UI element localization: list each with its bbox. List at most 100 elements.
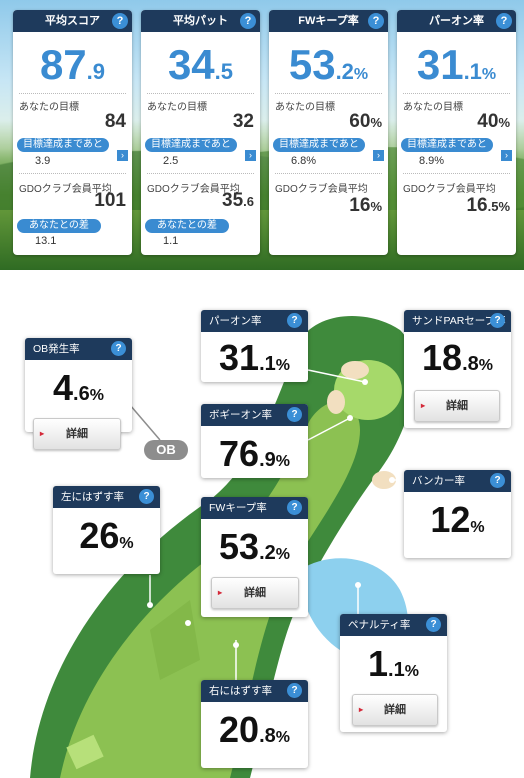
detail-button[interactable]: ▸ 詳細 [414, 390, 500, 422]
card-title: ペナルティ率 [348, 619, 411, 631]
card-title: 左にはずす率 [61, 491, 124, 503]
help-icon[interactable]: ? [112, 13, 128, 29]
chevron-right-icon[interactable]: › [373, 150, 384, 161]
help-icon[interactable]: ? [490, 313, 505, 328]
gap-value: 3.9 [35, 155, 51, 167]
stat-card-right-miss: 右にはずす率? 20.8% [201, 680, 308, 768]
divider [147, 173, 254, 174]
help-icon[interactable]: ? [287, 313, 302, 328]
stat-main-value: 53.2% [288, 41, 369, 88]
target-value: 32 [232, 111, 254, 132]
help-icon[interactable]: ? [287, 407, 302, 422]
chevron-right-icon[interactable]: › [501, 150, 512, 161]
card-title: ボギーオン率 [209, 409, 272, 421]
gap-pill: 目標達成まであと [17, 138, 109, 152]
help-icon[interactable]: ? [240, 13, 256, 29]
tee-box [66, 734, 104, 770]
bunker-area [372, 471, 396, 489]
gap-value: 8.9% [419, 155, 445, 167]
bunker-area [341, 361, 369, 379]
avg-value: 16.5% [466, 195, 510, 216]
diff-pill: あなたとの差 [17, 219, 101, 233]
stat-card-par-on-rate: パーオン率? 31.1% [201, 310, 308, 382]
avg-label: GDOクラブ会員平均 [19, 184, 112, 195]
stat-card-header: 平均スコア? [13, 10, 132, 32]
stat-value: 4.6% [53, 367, 104, 408]
diff-value: 13.1 [35, 235, 57, 247]
stat-value: 12% [430, 499, 485, 540]
chevron-right-icon[interactable]: › [117, 150, 128, 161]
stat-value: 1.1% [368, 643, 419, 684]
divider [403, 93, 510, 94]
stat-main-value: 34.5 [167, 41, 234, 88]
target-label: あなたの目標 [403, 102, 463, 113]
card-title: バンカー率 [412, 475, 466, 487]
card-header: 右にはずす率? [201, 680, 308, 702]
avg-label: GDOクラブ会員平均 [275, 184, 368, 195]
stat-main-value: 31.1% [416, 41, 497, 88]
stat-card-title: 平均スコア [45, 15, 100, 27]
stat-value: 26% [79, 515, 134, 556]
arrow-right-icon: ▸ [359, 705, 364, 714]
help-icon[interactable]: ? [496, 13, 512, 29]
card-header: OB発生率? [25, 338, 132, 360]
arrow-right-icon: ▸ [40, 429, 45, 438]
avg-value: 16% [349, 195, 382, 216]
stat-value: 53.2% [219, 526, 290, 567]
help-icon[interactable]: ? [287, 683, 302, 698]
stat-card-par-on: パーオン率? 31.1% あなたの目標 40% 目標達成まであと › 8.9% … [397, 10, 516, 255]
divider [147, 93, 254, 94]
stat-card-sand-par-save: サンドPARセーブ率? 18.8% ▸ 詳細 [404, 310, 511, 428]
card-header: バンカー率? [404, 470, 511, 492]
detail-button[interactable]: ▸ 詳細 [211, 577, 299, 609]
chevron-right-icon[interactable]: › [245, 150, 256, 161]
help-icon[interactable]: ? [368, 13, 384, 29]
stat-card-putt: 平均パット? 34.5 あなたの目標 32 目標達成まであと › 2.5 GDO… [141, 10, 260, 255]
gap-pill: 目標達成まであと [401, 138, 493, 152]
gap-pill: 目標達成まであと [145, 138, 237, 152]
avg-label: GDOクラブ会員平均 [147, 184, 240, 195]
divider [275, 173, 382, 174]
detail-button[interactable]: ▸ 詳細 [352, 694, 438, 726]
target-value: 40% [477, 111, 510, 132]
card-title: OB発生率 [33, 343, 80, 355]
fairway-stripe [150, 600, 200, 680]
arrow-right-icon: ▸ [421, 401, 426, 410]
card-header: ボギーオン率? [201, 404, 308, 426]
stat-card-bunker-rate: バンカー率? 12% [404, 470, 511, 558]
diff-value: 1.1 [163, 235, 179, 247]
divider [403, 173, 510, 174]
help-icon[interactable]: ? [139, 489, 154, 504]
avg-label: GDOクラブ会員平均 [403, 184, 496, 195]
stat-card-penalty-rate: ペナルティ率? 1.1% ▸ 詳細 [340, 614, 447, 732]
target-value: 84 [104, 111, 126, 132]
stat-value: 20.8% [219, 709, 290, 750]
target-label: あなたの目標 [147, 102, 207, 113]
card-header: サンドPARセーブ率? [404, 310, 511, 332]
stat-card-title: FWキープ率 [298, 15, 359, 27]
stat-card-header: パーオン率? [397, 10, 516, 32]
stat-card-ob-rate: OB発生率? 4.6% ▸ 詳細 [25, 338, 132, 450]
card-header: パーオン率? [201, 310, 308, 332]
divider [275, 93, 382, 94]
stats-summary-panel: 平均スコア? 87.9 あなたの目標 84 目標達成まであと › 3.9 GDO… [0, 0, 524, 270]
stat-value: 31.1% [219, 337, 290, 378]
help-icon[interactable]: ? [426, 617, 441, 632]
help-icon[interactable]: ? [287, 500, 302, 515]
gap-value: 2.5 [163, 155, 179, 167]
stat-card-header: 平均パット? [141, 10, 260, 32]
target-label: あなたの目標 [275, 102, 335, 113]
card-header: 左にはずす率? [53, 486, 160, 508]
stat-card-score: 平均スコア? 87.9 あなたの目標 84 目標達成まであと › 3.9 GDO… [13, 10, 132, 255]
detail-button[interactable]: ▸ 詳細 [33, 418, 121, 450]
card-title: サンドPARセーブ率 [412, 315, 506, 327]
divider [19, 173, 126, 174]
stat-card-header: FWキープ率? [269, 10, 388, 32]
stat-card-fw-keep-rate: FWキープ率? 53.2% ▸ 詳細 [201, 497, 308, 617]
stat-card-bogey-on-rate: ボギーオン率? 76.9% [201, 404, 308, 478]
help-icon[interactable]: ? [490, 473, 505, 488]
card-title: パーオン率 [209, 315, 262, 327]
help-icon[interactable]: ? [111, 341, 126, 356]
card-header: ペナルティ率? [340, 614, 447, 636]
stat-card-left-miss: 左にはずす率? 26% [53, 486, 160, 574]
